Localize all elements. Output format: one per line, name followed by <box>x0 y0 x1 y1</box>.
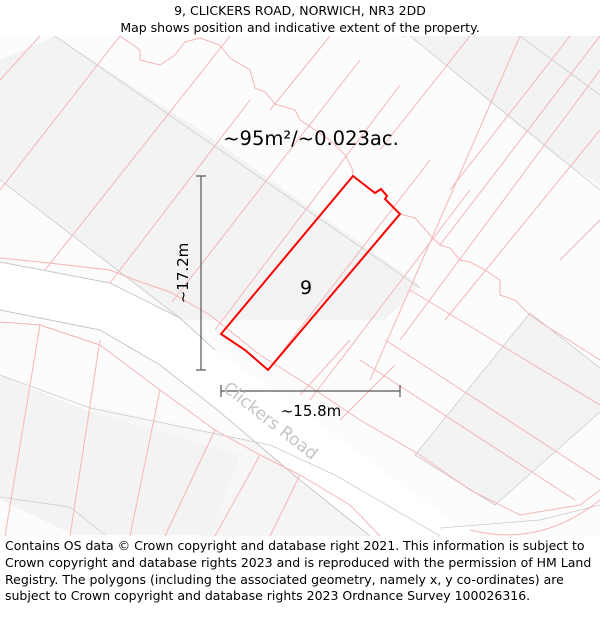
parcel-boundaries <box>0 36 600 536</box>
property-boundary[interactable] <box>219 174 402 372</box>
road-clickers <box>0 261 480 536</box>
copyright-notice: Contains OS data © Crown copyright and d… <box>5 538 592 604</box>
height-dimension-label: ~17.2m <box>174 243 192 304</box>
width-dimension-label: ~15.8m <box>281 402 342 420</box>
width-dimension-line <box>220 385 401 397</box>
height-dimension-line <box>196 175 206 371</box>
map-header: 9, CLICKERS ROAD, NORWICH, NR3 2DD Map s… <box>0 0 600 38</box>
property-address: 9, CLICKERS ROAD, NORWICH, NR3 2DD <box>174 3 426 18</box>
area-label: ~95m²/~0.023ac. <box>223 127 399 150</box>
plot-number-label: 9 <box>300 277 312 299</box>
building-outlines <box>0 36 600 536</box>
building-blocks <box>0 36 600 536</box>
map-subtitle: Map shows position and indicative extent… <box>120 20 480 35</box>
map-canvas[interactable]: Clickers Road ~95m²/~0.023ac. 9 ~17.2m ~… <box>0 36 600 536</box>
